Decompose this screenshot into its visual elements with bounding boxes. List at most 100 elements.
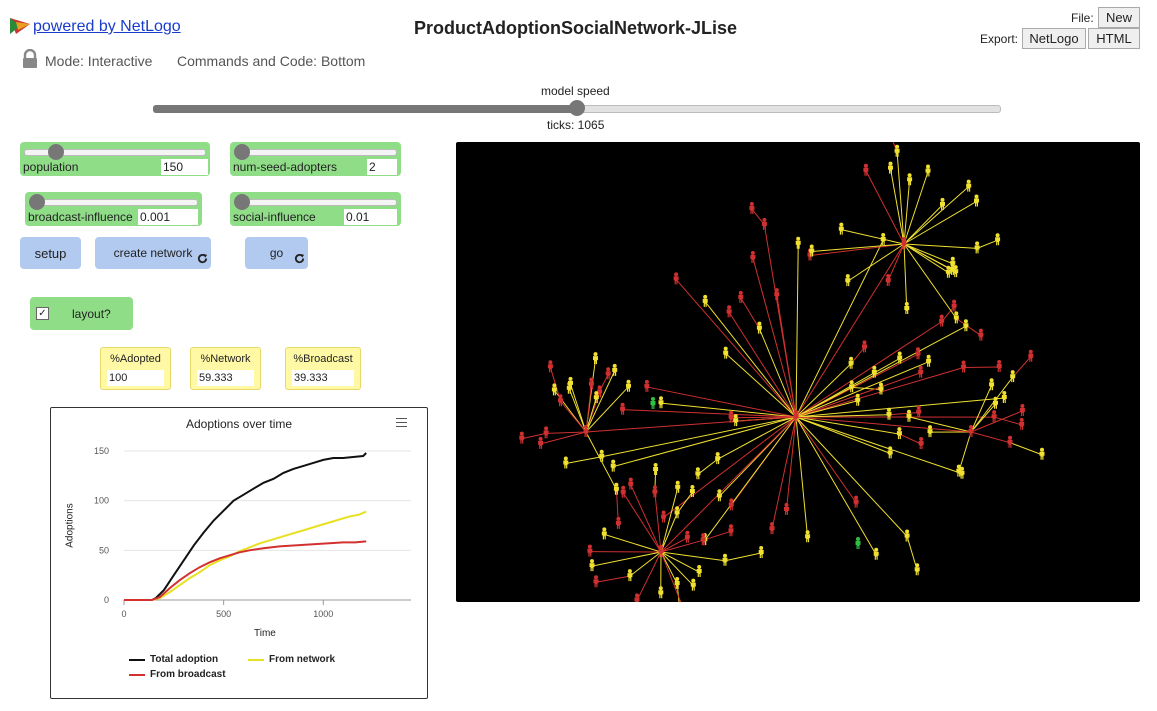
- adoptions-plot: Adoptions over time 0 50 100 150 0 500 1000 Ad…: [50, 407, 428, 699]
- network-link: [958, 431, 972, 472]
- network-link: [903, 243, 949, 274]
- person-icon: [1007, 435, 1013, 448]
- new-button[interactable]: New: [1098, 7, 1140, 28]
- network-link: [865, 170, 905, 245]
- network-link: [899, 433, 922, 445]
- network-link: [970, 410, 1023, 433]
- person-icon: [690, 578, 696, 591]
- netlogo-logo-icon[interactable]: [10, 18, 30, 34]
- lock-icon[interactable]: [21, 48, 39, 69]
- world-view[interactable]: [456, 142, 1140, 602]
- network-link: [660, 537, 688, 553]
- network-link: [728, 311, 797, 418]
- person-icon: [1001, 391, 1007, 403]
- network-link: [795, 243, 905, 418]
- model-speed-knob[interactable]: [569, 100, 585, 116]
- person-icon: [862, 340, 867, 353]
- person-icon: [894, 144, 900, 157]
- person-icon: [715, 452, 721, 465]
- create-network-button-label: create network: [113, 246, 193, 260]
- person-icon: [1039, 447, 1045, 460]
- network-link: [763, 224, 797, 418]
- network-link: [660, 487, 679, 553]
- person-icon: [728, 524, 734, 537]
- network-link: [970, 385, 993, 433]
- network-link: [903, 243, 954, 265]
- person-icon: [593, 391, 599, 404]
- social-influence-knob[interactable]: [234, 194, 250, 210]
- export-netlogo-button[interactable]: NetLogo: [1022, 28, 1086, 49]
- person-icon: [728, 498, 734, 511]
- network-link: [724, 552, 762, 562]
- broadcast-influence-knob[interactable]: [29, 194, 45, 210]
- person-icon: [974, 194, 979, 207]
- person-icon: [855, 393, 861, 406]
- network-link: [676, 491, 693, 514]
- plot-series-network: [124, 510, 367, 601]
- model-speed-slider[interactable]: [153, 100, 1001, 116]
- network-link: [636, 551, 662, 601]
- network-link: [841, 229, 905, 245]
- broadcast-influence-value[interactable]: 0.001: [138, 209, 198, 225]
- network-link: [903, 186, 970, 245]
- population-label: population: [23, 160, 79, 174]
- commands-toggle[interactable]: Commands and Code: Bottom: [177, 53, 366, 69]
- network-link: [540, 431, 587, 445]
- setup-button-label: setup: [34, 245, 67, 261]
- person-icon: [749, 202, 755, 214]
- mode-toggle[interactable]: Mode: Interactive: [45, 53, 153, 69]
- population-value[interactable]: 150: [161, 159, 208, 175]
- network-link: [889, 168, 905, 245]
- layout-checkbox[interactable]: ✓: [36, 307, 49, 320]
- population-slider[interactable]: population 150: [20, 142, 210, 176]
- social-influence-value[interactable]: 0.01: [344, 209, 397, 225]
- person-icon: [695, 467, 701, 480]
- create-network-button[interactable]: create network: [95, 237, 211, 269]
- person-icon: [863, 163, 869, 176]
- person-icon: [906, 409, 912, 422]
- setup-button[interactable]: setup: [20, 237, 81, 269]
- forever-icon: [197, 252, 208, 267]
- person-icon: [658, 586, 664, 599]
- person-icon: [593, 352, 598, 365]
- person-icon: [953, 311, 959, 324]
- person-icon: [722, 553, 728, 566]
- network-link: [758, 328, 797, 418]
- legend-network: From network: [248, 654, 335, 665]
- person-icon: [613, 482, 619, 495]
- person-icon: [805, 530, 811, 543]
- social-influence-slider[interactable]: social-influence 0.01: [230, 192, 401, 226]
- network-link: [896, 151, 905, 245]
- person-icon: [915, 347, 921, 360]
- network-link: [595, 575, 630, 583]
- export-html-button[interactable]: HTML: [1088, 28, 1140, 49]
- network-link: [660, 551, 678, 585]
- person-icon: [878, 382, 884, 395]
- person-icon: [620, 402, 626, 415]
- person-icon: [547, 360, 553, 373]
- person-icon: [993, 396, 998, 409]
- person-icon: [738, 290, 744, 303]
- network-link: [847, 243, 905, 282]
- num-seed-adopters-knob[interactable]: [234, 144, 250, 160]
- num-seed-adopters-slider[interactable]: num-seed-adopters 2: [230, 142, 401, 176]
- go-button[interactable]: go: [245, 237, 308, 269]
- layout-switch[interactable]: ✓ layout?: [30, 297, 133, 330]
- person-icon: [658, 545, 664, 557]
- person-icon: [916, 405, 922, 418]
- plot-menu-icon[interactable]: [396, 418, 407, 427]
- person-icon: [756, 321, 762, 334]
- broadcast-influence-slider[interactable]: broadcast-influence 0.001: [25, 192, 202, 226]
- population-knob[interactable]: [48, 144, 64, 160]
- person-icon: [927, 425, 933, 438]
- network-link: [613, 416, 797, 468]
- num-seed-adopters-value[interactable]: 2: [367, 159, 397, 175]
- network-link: [660, 551, 682, 602]
- person-icon: [696, 565, 702, 577]
- person-icon: [963, 319, 969, 332]
- network-link: [795, 361, 929, 418]
- person-icon: [543, 426, 549, 439]
- network-link: [546, 431, 587, 434]
- powered-by-netlogo-link[interactable]: powered by NetLogo: [33, 18, 181, 35]
- legend-broadcast: From broadcast: [129, 669, 226, 680]
